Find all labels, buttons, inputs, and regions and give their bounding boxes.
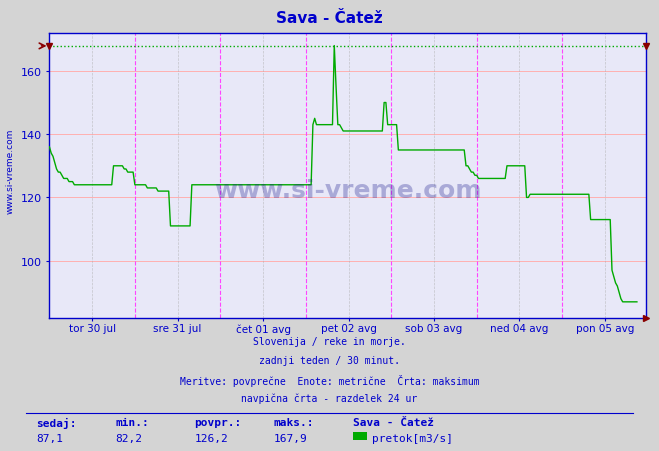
Text: maks.:: maks.: (273, 417, 314, 427)
Text: Meritve: povprečne  Enote: metrične  Črta: maksimum: Meritve: povprečne Enote: metrične Črta:… (180, 374, 479, 386)
Text: sedaj:: sedaj: (36, 417, 76, 428)
Text: povpr.:: povpr.: (194, 417, 242, 427)
Text: www.si-vreme.com: www.si-vreme.com (5, 129, 14, 214)
Text: Sava - Čatež: Sava - Čatež (353, 417, 434, 427)
Text: min.:: min.: (115, 417, 149, 427)
Text: navpična črta - razdelek 24 ur: navpična črta - razdelek 24 ur (241, 393, 418, 403)
Text: Slovenija / reke in morje.: Slovenija / reke in morje. (253, 336, 406, 346)
Text: 167,9: 167,9 (273, 433, 307, 443)
Text: zadnji teden / 30 minut.: zadnji teden / 30 minut. (259, 355, 400, 365)
Text: 126,2: 126,2 (194, 433, 228, 443)
Text: Sava - Čatež: Sava - Čatež (276, 11, 383, 26)
Text: www.si-vreme.com: www.si-vreme.com (214, 178, 481, 202)
Text: 82,2: 82,2 (115, 433, 142, 443)
Text: pretok[m3/s]: pretok[m3/s] (372, 433, 453, 443)
Text: 87,1: 87,1 (36, 433, 63, 443)
